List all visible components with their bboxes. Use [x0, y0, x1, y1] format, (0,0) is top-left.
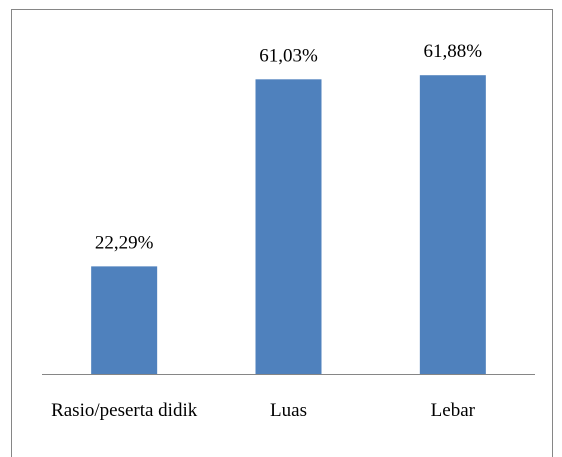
bar	[255, 79, 322, 374]
x-tick-label: Luas	[270, 400, 307, 421]
x-tick-label: Rasio/peserta didik	[51, 400, 198, 421]
data-label: 61,88%	[424, 41, 483, 62]
x-tick-label: Lebar	[431, 400, 476, 421]
bar	[419, 75, 486, 374]
data-label: 22,29%	[95, 232, 154, 253]
data-label: 61,03%	[259, 45, 318, 66]
bar	[91, 266, 158, 374]
chart-frame	[11, 9, 553, 457]
